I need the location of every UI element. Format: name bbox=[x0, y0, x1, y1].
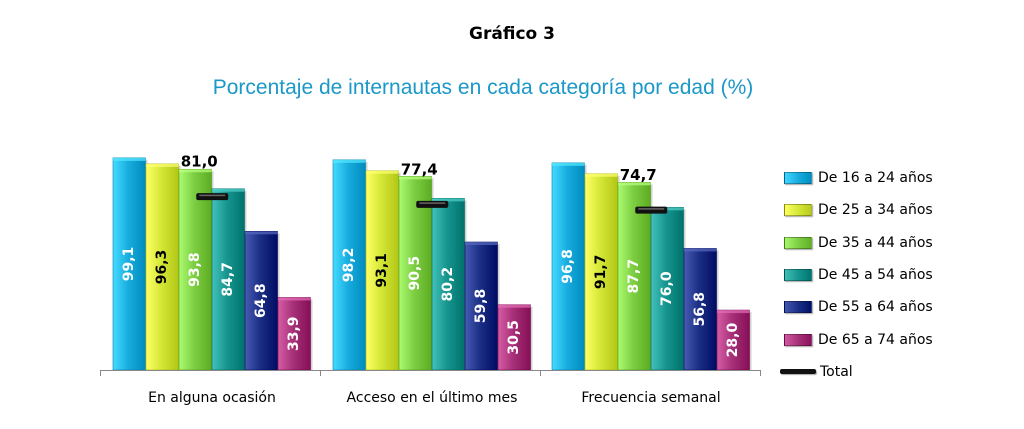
bar-bevel bbox=[278, 297, 311, 301]
data-label: 59,8 bbox=[473, 289, 489, 324]
legend-swatch bbox=[784, 172, 812, 185]
data-label: 99,1 bbox=[121, 247, 137, 282]
data-label: 80,2 bbox=[440, 267, 456, 302]
legend-item: De 35 a 44 años bbox=[780, 227, 933, 259]
bar-6-1 bbox=[277, 297, 311, 371]
bar-5-1 bbox=[244, 231, 278, 371]
bar-6-3 bbox=[716, 309, 750, 371]
data-label: 33,9 bbox=[286, 316, 302, 351]
data-label: 90,5 bbox=[407, 256, 423, 291]
total-marker-highlight bbox=[419, 202, 446, 204]
bar-2-3 bbox=[584, 173, 618, 371]
bar-6-2 bbox=[497, 304, 531, 371]
legend-swatch-total bbox=[780, 369, 816, 375]
legend-item: De 16 a 24 años bbox=[780, 162, 933, 194]
legend-item: De 55 a 64 años bbox=[780, 291, 933, 323]
bar-bevel bbox=[113, 157, 146, 161]
data-label: 64,8 bbox=[253, 283, 269, 318]
bar-bevel bbox=[399, 176, 432, 180]
category-label: Frecuencia semanal bbox=[581, 390, 720, 406]
data-label: 93,1 bbox=[374, 253, 390, 288]
data-label: 76,0 bbox=[659, 271, 675, 306]
bar-4-2 bbox=[431, 198, 465, 371]
bar-2-1 bbox=[145, 163, 179, 371]
bar-bevel bbox=[717, 310, 750, 314]
data-label: 84,7 bbox=[220, 262, 236, 297]
data-label: 87,7 bbox=[626, 259, 642, 294]
data-label: 93,8 bbox=[187, 252, 203, 287]
category-label: Acceso en el último mes bbox=[347, 390, 518, 406]
bar-5-3 bbox=[683, 248, 717, 371]
bar-bevel bbox=[432, 198, 465, 202]
bar-bevel bbox=[585, 173, 618, 177]
legend-item: De 65 a 74 años bbox=[780, 323, 933, 355]
bar-bevel bbox=[552, 162, 585, 166]
legend-label: De 25 a 34 años bbox=[818, 202, 933, 219]
bar-bevel bbox=[212, 188, 245, 192]
legend-label: De 16 a 24 años bbox=[818, 170, 933, 187]
bar-5-2 bbox=[464, 241, 498, 371]
total-label: 74,7 bbox=[620, 166, 657, 184]
bar-bevel bbox=[333, 159, 366, 163]
legend-item: De 45 a 54 años bbox=[780, 259, 933, 291]
data-label: 91,7 bbox=[593, 255, 609, 290]
bar-bevel bbox=[684, 248, 717, 252]
bar-1-3 bbox=[551, 162, 585, 371]
bar-bevel bbox=[618, 182, 651, 186]
total-marker bbox=[416, 200, 449, 208]
legend-label: De 65 a 74 años bbox=[818, 331, 933, 348]
bar-2-2 bbox=[365, 170, 399, 371]
data-label: 28,0 bbox=[725, 323, 741, 358]
category-label: En alguna ocasión bbox=[148, 390, 276, 406]
data-label: 98,2 bbox=[341, 248, 357, 283]
total-marker-highlight bbox=[199, 194, 226, 197]
total-marker bbox=[635, 206, 668, 214]
data-label: 56,8 bbox=[692, 292, 708, 327]
legend-swatch bbox=[784, 301, 812, 314]
total-label: 77,4 bbox=[401, 160, 438, 178]
bar-4-1 bbox=[211, 188, 245, 371]
bar-bevel bbox=[245, 231, 278, 235]
legend-swatch bbox=[784, 269, 812, 282]
legend-label: De 45 a 54 años bbox=[818, 267, 933, 284]
legend-label: De 35 a 44 años bbox=[818, 234, 933, 251]
legend-item: De 25 a 34 años bbox=[780, 194, 933, 226]
chart-title: Gráfico 3 bbox=[469, 24, 555, 44]
bar-bevel bbox=[146, 163, 179, 167]
bar-bevel bbox=[498, 304, 531, 308]
chart-legend: De 16 a 24 años De 25 a 34 años De 35 a 44… bbox=[780, 162, 933, 388]
legend-swatch bbox=[784, 333, 812, 346]
bar-bevel bbox=[366, 170, 399, 174]
legend-swatch bbox=[784, 204, 812, 217]
total-marker-highlight bbox=[638, 208, 665, 210]
legend-label: De 55 a 64 años bbox=[818, 299, 933, 316]
data-label: 96,3 bbox=[154, 250, 170, 285]
total-label: 81,0 bbox=[181, 153, 218, 171]
total-marker bbox=[196, 193, 229, 201]
legend-item-total: Total bbox=[780, 356, 933, 388]
bar-bevel bbox=[179, 169, 212, 173]
chart-subtitle: Porcentaje de internautas en cada catego… bbox=[212, 76, 754, 99]
data-label: 30,5 bbox=[506, 320, 522, 355]
data-label: 96,8 bbox=[560, 249, 576, 284]
legend-label: Total bbox=[820, 363, 853, 380]
bar-bevel bbox=[465, 242, 498, 246]
bar-3-2 bbox=[398, 176, 432, 371]
legend-swatch bbox=[784, 236, 812, 249]
